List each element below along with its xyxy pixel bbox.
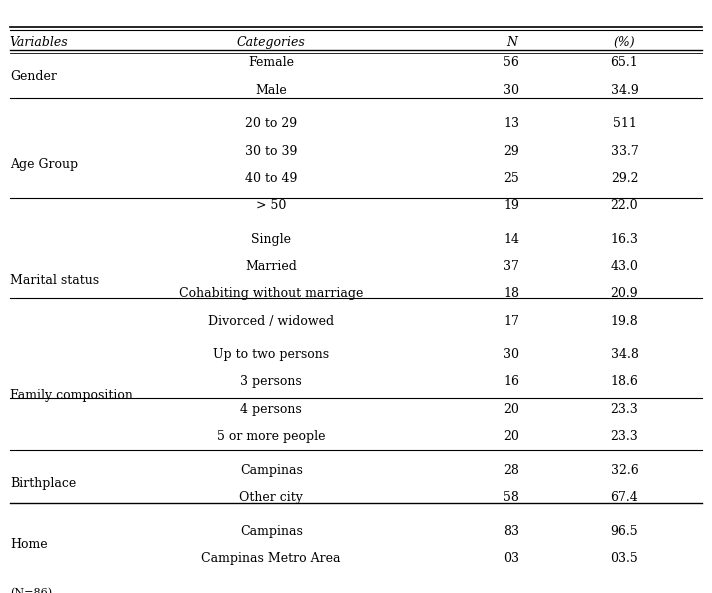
Text: 30: 30 (503, 84, 520, 97)
Text: 29.2: 29.2 (611, 172, 638, 185)
Text: 34.8: 34.8 (610, 348, 639, 361)
Text: 83: 83 (503, 525, 520, 538)
Text: 20: 20 (503, 430, 519, 443)
Text: Gender: Gender (10, 70, 57, 83)
Text: 56: 56 (503, 56, 519, 69)
Text: 30: 30 (503, 348, 520, 361)
Text: 19.8: 19.8 (611, 314, 639, 327)
Text: 33.7: 33.7 (611, 145, 639, 158)
Text: 511: 511 (612, 117, 637, 130)
Text: Family composition: Family composition (10, 389, 132, 402)
Text: (%): (%) (614, 36, 635, 49)
Text: 20: 20 (503, 403, 519, 416)
Text: 28: 28 (503, 464, 519, 477)
Text: 37: 37 (503, 260, 519, 273)
Text: 18: 18 (503, 287, 520, 300)
Text: 23.3: 23.3 (611, 430, 639, 443)
Text: Single: Single (251, 233, 291, 246)
Text: 14: 14 (503, 233, 520, 246)
Text: 03.5: 03.5 (611, 552, 639, 565)
Text: 22.0: 22.0 (611, 199, 638, 212)
Text: Marital status: Marital status (10, 274, 99, 286)
Text: 16: 16 (503, 375, 520, 388)
Text: 65.1: 65.1 (611, 56, 639, 69)
Text: 4 persons: 4 persons (241, 403, 302, 416)
Text: Variables: Variables (10, 36, 68, 49)
Text: Categories: Categories (237, 36, 305, 49)
Text: 30 to 39: 30 to 39 (245, 145, 298, 158)
Text: 5 or more people: 5 or more people (217, 430, 325, 443)
Text: Divorced / widowed: Divorced / widowed (208, 314, 335, 327)
Text: Other city: Other city (239, 491, 303, 504)
Text: 23.3: 23.3 (611, 403, 639, 416)
Text: 19: 19 (503, 199, 519, 212)
Text: Birthplace: Birthplace (10, 477, 76, 490)
Text: Female: Female (248, 56, 294, 69)
Text: 18.6: 18.6 (610, 375, 639, 388)
Text: 43.0: 43.0 (610, 260, 639, 273)
Text: 58: 58 (503, 491, 519, 504)
Text: 03: 03 (503, 552, 520, 565)
Text: 40 to 49: 40 to 49 (245, 172, 298, 185)
Text: 3 persons: 3 persons (241, 375, 302, 388)
Text: 32.6: 32.6 (611, 464, 639, 477)
Text: (N=86): (N=86) (10, 588, 52, 593)
Text: Cohabiting without marriage: Cohabiting without marriage (179, 287, 363, 300)
Text: N: N (506, 36, 517, 49)
Text: 34.9: 34.9 (611, 84, 639, 97)
Text: 17: 17 (503, 314, 519, 327)
Text: Age Group: Age Group (10, 158, 78, 171)
Text: 96.5: 96.5 (611, 525, 638, 538)
Text: 16.3: 16.3 (610, 233, 639, 246)
Text: 20 to 29: 20 to 29 (245, 117, 298, 130)
Text: 67.4: 67.4 (611, 491, 639, 504)
Text: Campinas: Campinas (240, 464, 303, 477)
Text: 25: 25 (503, 172, 519, 185)
Text: Up to two persons: Up to two persons (213, 348, 329, 361)
Text: 20.9: 20.9 (611, 287, 638, 300)
Text: Male: Male (256, 84, 287, 97)
Text: Married: Married (246, 260, 297, 273)
Text: Home: Home (10, 538, 48, 551)
Text: 29: 29 (503, 145, 519, 158)
Text: > 50: > 50 (256, 199, 286, 212)
Text: Campinas: Campinas (240, 525, 303, 538)
Text: Campinas Metro Area: Campinas Metro Area (201, 552, 341, 565)
Text: 13: 13 (503, 117, 520, 130)
